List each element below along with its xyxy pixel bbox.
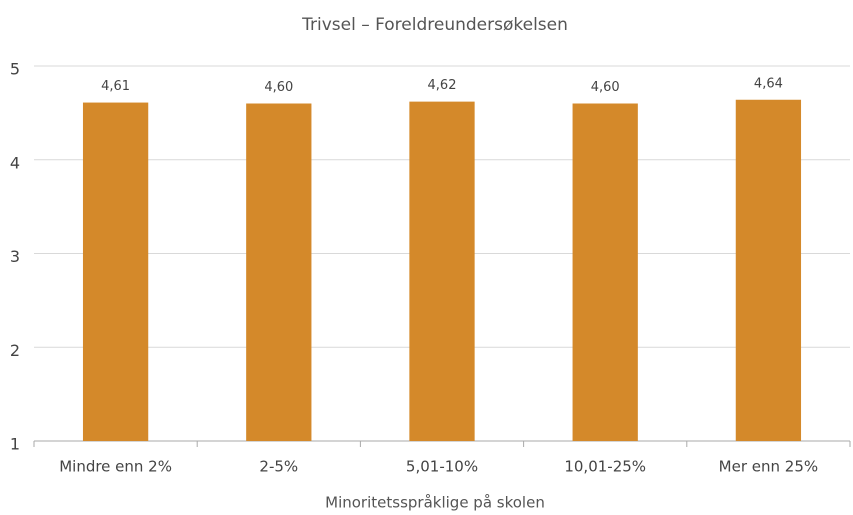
chart-title: Trivsel – Foreldreundersøkelsen <box>301 15 568 35</box>
x-tick-label: 2-5% <box>259 458 298 476</box>
value-label: 4,60 <box>264 80 293 95</box>
y-tick-label: 1 <box>10 435 20 454</box>
bar <box>572 103 638 441</box>
value-label: 4,60 <box>591 80 620 95</box>
y-tick-label: 3 <box>10 247 20 266</box>
x-tick-label: Mer enn 25% <box>719 458 818 476</box>
bar <box>735 99 802 441</box>
value-label: 4,62 <box>428 78 457 93</box>
bar <box>246 103 312 441</box>
y-tick-label: 2 <box>10 341 20 360</box>
x-axis-title: Minoritetsspråklige på skolen <box>325 494 545 512</box>
x-tick-label: Mindre enn 2% <box>59 458 172 476</box>
y-tick-label: 4 <box>10 153 20 172</box>
x-tick-label: 10,01-25% <box>564 458 646 476</box>
y-tick-label: 5 <box>10 60 20 79</box>
bar <box>409 101 475 441</box>
value-label: 4,61 <box>101 79 130 94</box>
x-tick-label: 5,01-10% <box>406 458 478 476</box>
bar <box>82 102 149 441</box>
value-label: 4,64 <box>754 76 783 91</box>
